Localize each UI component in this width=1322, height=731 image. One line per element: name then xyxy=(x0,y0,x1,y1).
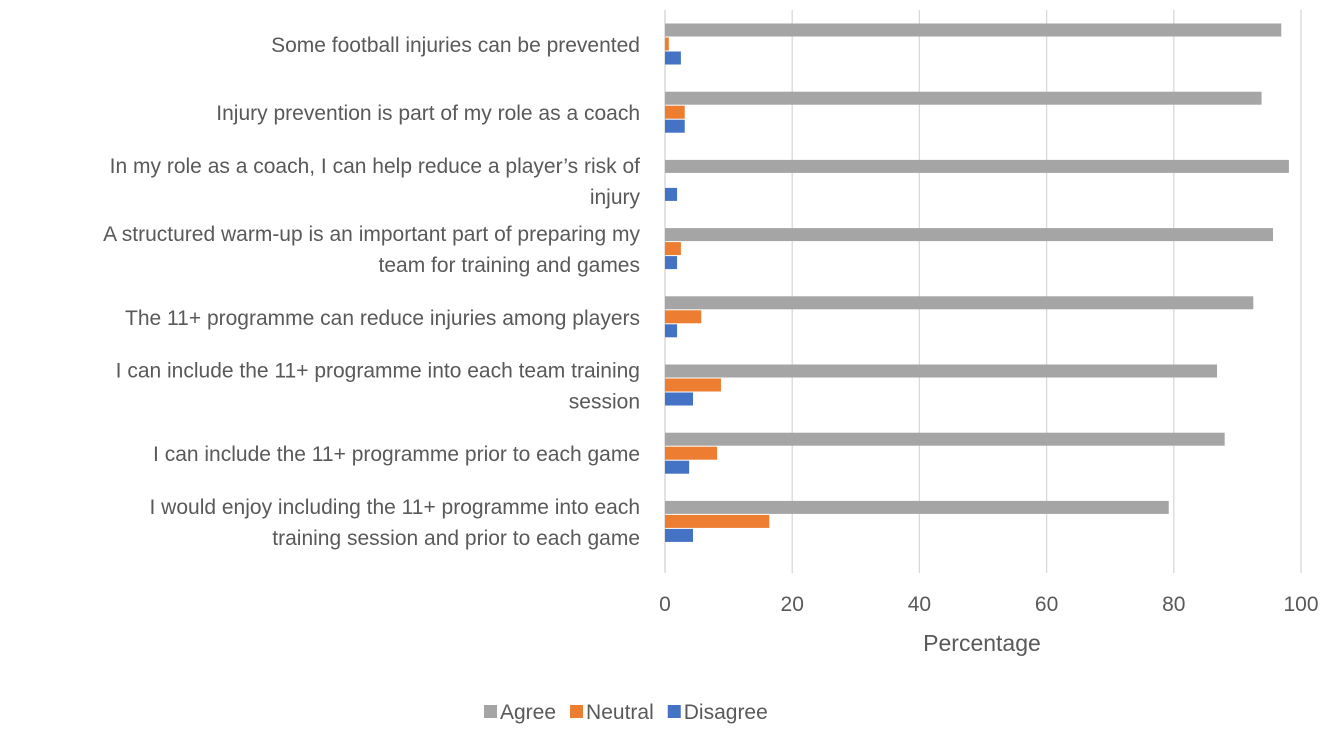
bar-agree xyxy=(665,296,1254,310)
x-tick-label: 80 xyxy=(1162,593,1185,616)
category-label: The 11+ programme can reduce injuries am… xyxy=(125,307,640,330)
x-tick-label: 40 xyxy=(908,593,931,616)
category-label: In my role as a coach, I can help reduce… xyxy=(110,155,640,178)
x-tick-label: 100 xyxy=(1283,593,1318,616)
category-label: I can include the 11+ programme prior to… xyxy=(153,443,640,466)
category-label: I can include the 11+ programme into eac… xyxy=(116,360,640,383)
bar-agree xyxy=(665,23,1282,37)
bar-agree xyxy=(665,91,1262,105)
x-tick-label: 0 xyxy=(659,593,671,616)
category-label: injury xyxy=(590,186,641,209)
legend: Agree Neutral Disagree xyxy=(484,701,768,724)
category-label: team for training and games xyxy=(379,254,640,277)
bar-neutral xyxy=(665,446,718,460)
category-label: I would enjoy including the 11+ programm… xyxy=(150,496,641,519)
bar-disagree xyxy=(665,528,693,542)
category-label: training session and prior to each game xyxy=(272,527,640,550)
legend-label-neutral: Neutral xyxy=(586,701,654,724)
bar-disagree xyxy=(665,392,693,406)
bar-neutral xyxy=(665,37,669,51)
bar-neutral xyxy=(665,242,681,256)
x-tick-label: 20 xyxy=(781,593,804,616)
bar-neutral xyxy=(665,514,770,528)
bars xyxy=(665,23,1289,542)
bar-agree xyxy=(665,228,1274,242)
bar-disagree xyxy=(665,187,678,201)
category-label: A structured warm-up is an important par… xyxy=(103,223,640,246)
bar-agree xyxy=(665,364,1218,378)
bar-agree xyxy=(665,500,1169,514)
x-axis-ticks: 0 20 40 60 80 100 xyxy=(659,593,1318,616)
bar-neutral xyxy=(665,378,721,392)
bar-disagree xyxy=(665,460,690,474)
bar-agree xyxy=(665,159,1289,173)
bar-neutral xyxy=(665,105,685,119)
bar-neutral xyxy=(665,310,702,324)
bar-disagree xyxy=(665,256,678,270)
bar-disagree xyxy=(665,119,685,133)
category-labels: Some football injuries can be prevented I… xyxy=(103,34,640,550)
bar-disagree xyxy=(665,324,678,338)
legend-label-agree: Agree xyxy=(500,701,556,724)
legend-label-disagree: Disagree xyxy=(684,701,768,724)
category-label: session xyxy=(569,391,640,414)
category-label: Injury prevention is part of my role as … xyxy=(216,102,640,125)
category-label: Some football injuries can be prevented xyxy=(271,34,640,57)
x-tick-label: 60 xyxy=(1035,593,1058,616)
legend-swatch-agree xyxy=(484,705,497,718)
bar-disagree xyxy=(665,51,681,65)
x-axis-label: Percentage xyxy=(923,630,1041,656)
bar-agree xyxy=(665,432,1225,446)
legend-swatch-neutral xyxy=(570,705,584,718)
legend-swatch-disagree xyxy=(667,705,681,718)
